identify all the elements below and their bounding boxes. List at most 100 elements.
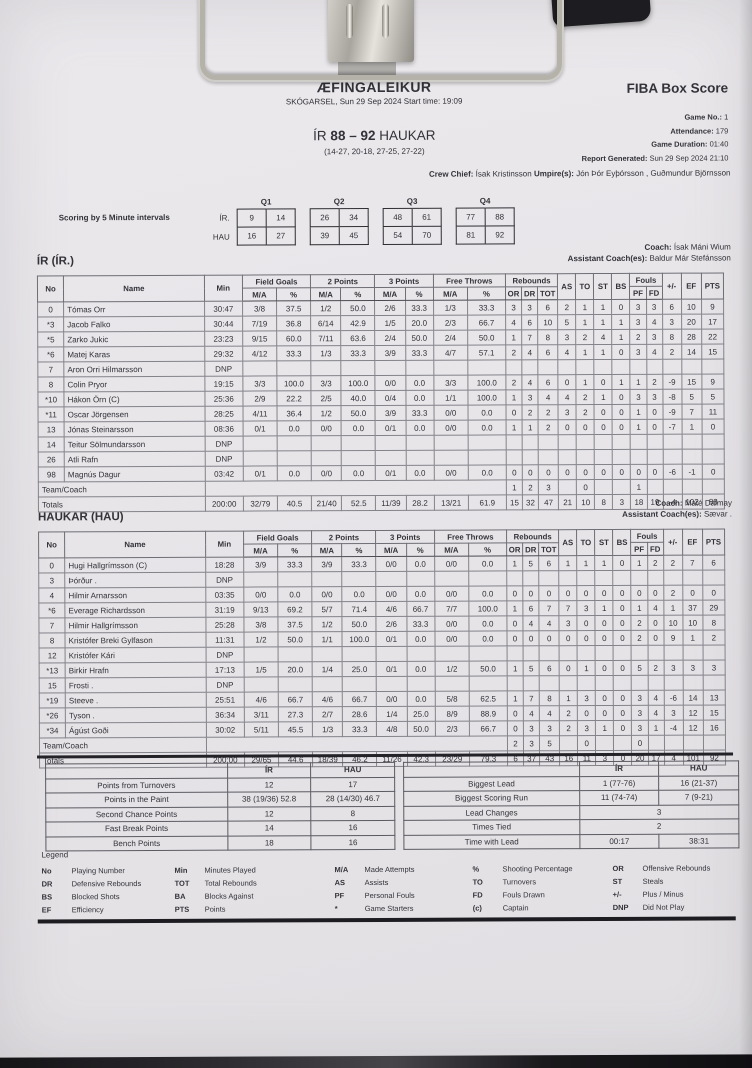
quarter-label: Q3	[406, 196, 418, 206]
coach-label: Coach:	[655, 498, 683, 508]
stat-cell	[594, 434, 613, 450]
stat-cell: 0/0	[376, 586, 407, 602]
stat-cell: 1	[593, 299, 612, 315]
stat-cell: 4	[521, 344, 538, 360]
stat-cell: 1	[647, 720, 665, 736]
stat-cell: 21	[558, 494, 577, 510]
legend-desc: Assists	[364, 877, 389, 888]
stat-cell	[406, 676, 435, 692]
stat-cell	[682, 645, 703, 661]
summary-table-leads: ÍR HAU Biggest Lead 1 (77-76) 16 (21-37) Bigg…	[403, 760, 740, 850]
stat-cell	[631, 645, 648, 661]
summary-label: Lead Changes	[403, 805, 580, 821]
legend-abbr: TOT	[174, 878, 190, 888]
stat-cell: 50.0	[342, 616, 377, 632]
stat-cell: 1	[505, 389, 523, 405]
stat-cell: 33.3	[342, 721, 377, 737]
minutes-cell: 23:23	[204, 331, 243, 347]
stat-cell	[243, 571, 278, 588]
spacer	[296, 194, 310, 208]
stat-cell: 0	[631, 735, 649, 751]
stat-cell: 0	[594, 419, 613, 435]
stat-cell: 3	[538, 479, 559, 495]
stat-cell	[311, 435, 342, 451]
stat-cell: 5	[701, 388, 724, 405]
stat-cell	[612, 479, 631, 495]
dnp-cell: DNP	[205, 677, 245, 693]
stat-cell	[559, 645, 578, 661]
player-name: Hugi Hallgrímsson (C)	[64, 557, 206, 573]
legend-entry: DR Defensive Rebounds	[42, 879, 175, 890]
player-name: Aron Orri Hilmarsson	[63, 361, 205, 377]
stat-cell: 3/8	[243, 616, 278, 633]
stat-cell: 0.0	[406, 556, 435, 572]
stat-cell: 33.3	[341, 556, 377, 572]
stat-cell: 8	[539, 690, 560, 706]
dnp-cell: DNP	[205, 647, 244, 663]
hau-team-heading: HAUKAR (HAU)	[37, 511, 124, 524]
stat-cell	[468, 675, 508, 692]
col-header-3p-ma: M/A	[374, 287, 406, 301]
stat-cell: 0	[612, 419, 631, 435]
stat-cell: 20.0	[278, 661, 313, 677]
stat-cell: 1	[577, 660, 596, 676]
stat-cell: 4/6	[376, 601, 407, 617]
stat-cell: 3	[559, 615, 578, 631]
interval-score: 14	[266, 208, 296, 228]
summary-row: Points from Turnovers 12 17	[45, 776, 395, 793]
stat-cell: 2	[576, 404, 595, 420]
minutes-cell: 25:36	[204, 391, 243, 407]
stat-cell: 50.0	[405, 330, 434, 346]
player-number: 8	[38, 632, 66, 648]
stat-cell: 0	[559, 630, 578, 646]
stat-cell: 3	[523, 720, 540, 736]
stat-cell: 3/8	[242, 300, 277, 317]
stat-cell: 0	[577, 615, 596, 631]
legend-abbr: DR	[41, 879, 53, 889]
scoring-intervals: Scoring by 5 Minute intervals Q1 Q2 Q3 Q4 ÍR…	[59, 193, 515, 246]
stat-cell: 0/1	[376, 631, 407, 647]
team-coach-label: Team/Coach	[39, 737, 207, 753]
stat-cell: 33.3	[277, 556, 312, 572]
legend-abbr: FD	[472, 890, 483, 900]
stat-cell	[576, 359, 595, 375]
stat-cell: 3	[631, 690, 648, 706]
summary-label: Points from Turnovers	[45, 777, 228, 793]
stat-cell: 1/2	[310, 300, 341, 316]
team-abbr: ÍR.	[219, 213, 230, 223]
stat-cell	[559, 675, 578, 691]
stat-cell: 0	[682, 585, 703, 601]
stat-cell: 100.0	[468, 600, 507, 617]
stat-cell	[468, 570, 507, 587]
stat-cell: 0/1	[375, 420, 406, 436]
stat-cell: 1	[594, 555, 614, 571]
stat-cell: 33.3	[341, 345, 376, 361]
stat-cell: 66.7	[469, 720, 508, 737]
stat-cell: 2/3	[435, 721, 470, 737]
stat-cell: 2	[663, 585, 683, 601]
summary-row: Second Chance Points 12 8	[45, 805, 395, 822]
stat-cell: 36.8	[276, 315, 311, 331]
dnp-cell: DNP	[205, 572, 244, 588]
legend-desc: Total Rebounds	[204, 878, 257, 888]
player-number: 8	[37, 376, 65, 392]
stat-cell: 1	[559, 690, 578, 706]
stat-cell	[647, 675, 664, 691]
stat-cell: 0	[613, 585, 632, 601]
stat-cell	[681, 359, 702, 375]
stat-cell: 20.0	[405, 315, 434, 331]
stat-cell: 15	[703, 704, 726, 721]
stat-cell: 0	[613, 720, 632, 736]
stat-cell: 9/13	[243, 601, 278, 618]
stat-cell: 0.0	[468, 464, 507, 481]
stat-cell	[646, 479, 663, 495]
stat-cell: 0/1	[243, 465, 278, 482]
minutes-cell: 30:44	[204, 316, 243, 332]
stat-cell: 5	[557, 314, 576, 330]
stat-cell: 1/1	[433, 390, 468, 406]
stat-cell	[522, 434, 539, 450]
stat-cell	[375, 450, 406, 466]
stat-cell: 3	[631, 720, 648, 736]
stat-cell	[594, 449, 613, 465]
stat-cell	[631, 675, 648, 691]
